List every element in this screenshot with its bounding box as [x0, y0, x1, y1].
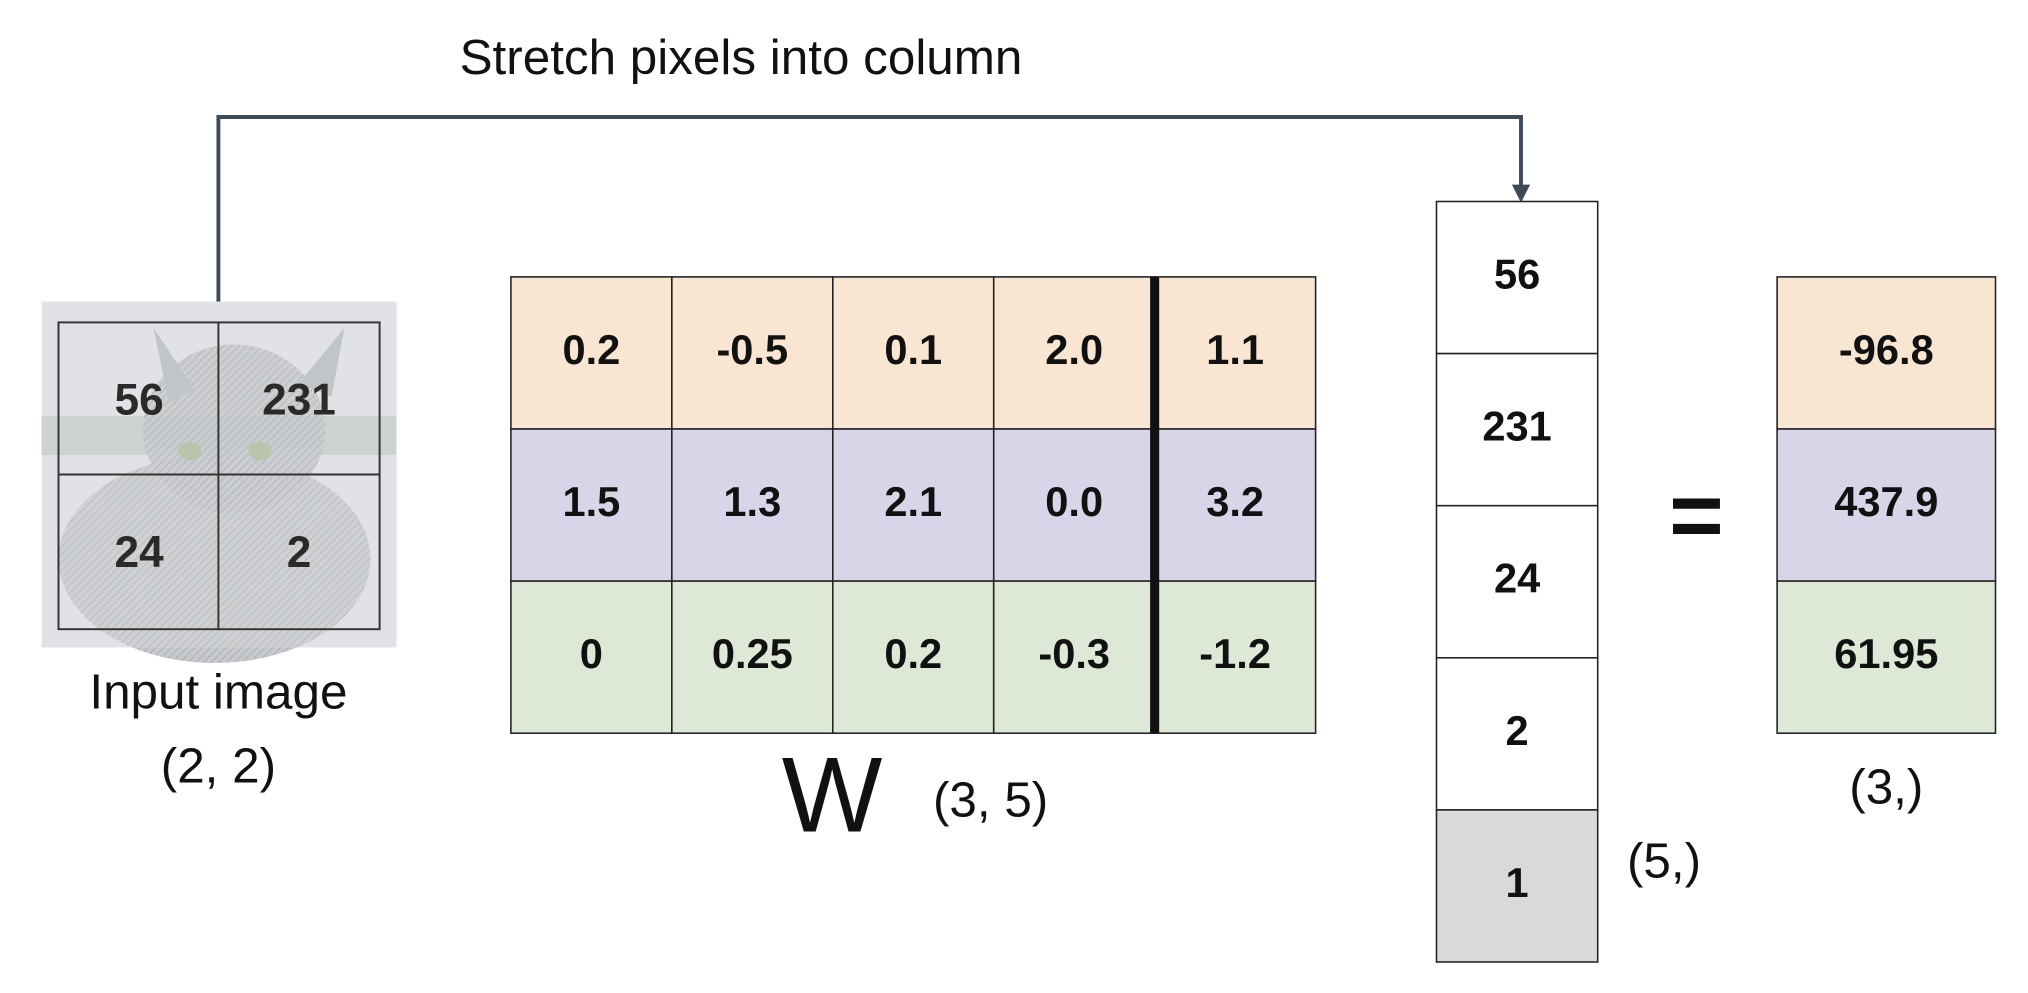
- title: Stretch pixels into column: [460, 30, 1023, 85]
- weight-value: 0: [580, 630, 603, 677]
- pixel-value: 231: [262, 376, 336, 425]
- weight-value: 0.2: [562, 326, 620, 373]
- stretch-arrow: [216, 115, 1523, 302]
- column-shape: (5,): [1627, 834, 1701, 889]
- weight-cell: [1153, 276, 1317, 430]
- weight-value: -0.3: [1038, 630, 1110, 677]
- column-cell: [1435, 200, 1599, 355]
- weight-cell: [831, 276, 995, 430]
- result-value: 437.9: [1834, 478, 1938, 525]
- result-cell: [1776, 580, 1997, 734]
- column-cell: [1435, 504, 1599, 659]
- result-value: 61.95: [1834, 630, 1938, 677]
- column-cell: [1435, 809, 1599, 963]
- pixel-grid: [57, 321, 381, 631]
- column-value: 1: [1506, 859, 1529, 906]
- arrow-head: [1511, 184, 1531, 203]
- weight-cell: [831, 580, 995, 734]
- weight-cell: [1153, 428, 1317, 582]
- input-label: Input image: [89, 665, 347, 720]
- column-value: 24: [1494, 555, 1540, 602]
- weight-value: 0.2: [884, 630, 942, 677]
- weight-value: 0.0: [1045, 478, 1103, 525]
- weight-cell: [671, 580, 834, 734]
- column-value: 231: [1482, 403, 1551, 450]
- input-shape: (2, 2): [161, 739, 276, 794]
- result-cell: [1776, 428, 1997, 582]
- equals-sign: =: [1669, 462, 1724, 567]
- weight-value: -1.2: [1199, 630, 1271, 677]
- weight-cell: [992, 428, 1156, 582]
- result-value: -96.8: [1839, 326, 1934, 373]
- weights-shape: (3, 5): [933, 772, 1048, 827]
- weight-value: 2.1: [884, 478, 942, 525]
- weight-cell: [671, 428, 834, 582]
- weight-value: -0.5: [716, 326, 788, 373]
- pixel-value: 2: [287, 528, 312, 577]
- weight-value: 3.2: [1206, 478, 1264, 525]
- weight-value: 1.1: [1206, 326, 1264, 373]
- column-value: 56: [1494, 251, 1540, 298]
- column-cell: [1435, 657, 1599, 811]
- weight-cell: [671, 276, 834, 430]
- weight-cell: [510, 428, 673, 582]
- weight-cell: [992, 580, 1156, 734]
- weight-cell: [510, 580, 673, 734]
- pixel-value: 56: [115, 376, 164, 425]
- weight-value: 0.1: [884, 326, 942, 373]
- weight-cell: [1153, 580, 1317, 734]
- weight-value: 1.5: [562, 478, 620, 525]
- pixel-value: 24: [115, 528, 165, 577]
- column-value: 2: [1506, 707, 1529, 754]
- result-shape: (3,): [1849, 759, 1923, 814]
- weights-label: W: [782, 735, 883, 855]
- weight-value: 2.0: [1045, 326, 1103, 373]
- column-cell: [1435, 352, 1599, 507]
- weight-cell: [831, 428, 995, 582]
- weight-value: 1.3: [723, 478, 781, 525]
- weight-value: 0.25: [712, 630, 793, 677]
- result-cell: [1776, 276, 1997, 430]
